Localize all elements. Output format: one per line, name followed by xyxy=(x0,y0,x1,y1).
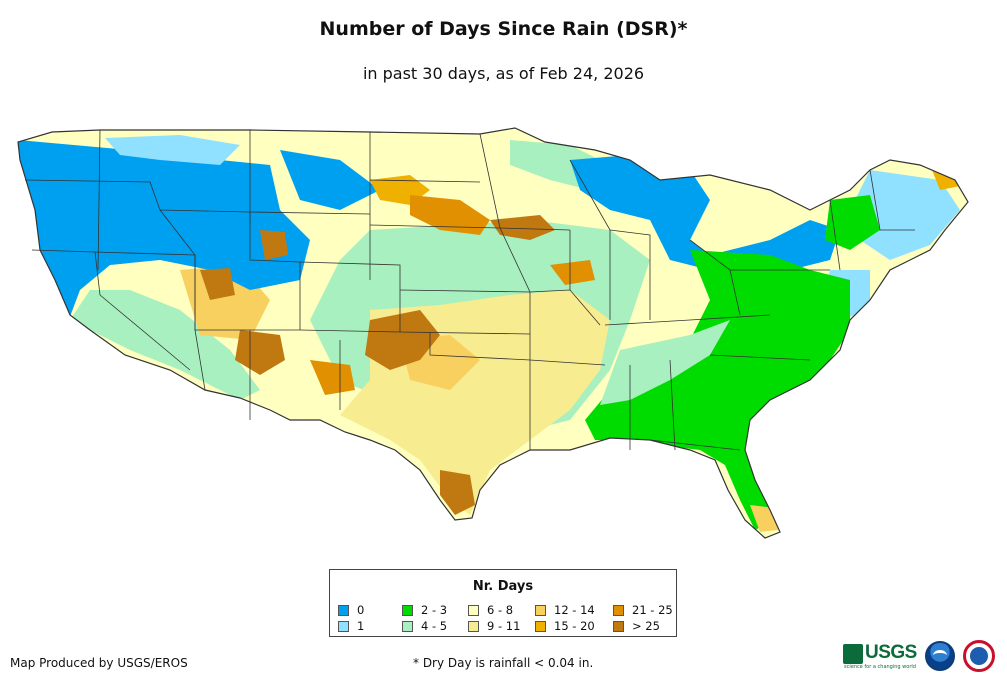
map-title: Number of Days Since Rain (DSR)* xyxy=(319,18,688,40)
legend-item: 1 xyxy=(338,620,364,633)
region-over25-south-texas xyxy=(440,470,475,515)
legend-swatch xyxy=(402,605,413,616)
legend-item: 0 xyxy=(338,604,364,617)
boundary-wy-co xyxy=(249,212,301,330)
state-boundaries xyxy=(24,129,915,451)
legend-item: 9 - 11 xyxy=(468,620,520,633)
legend-swatch xyxy=(535,605,546,616)
legend-label: > 25 xyxy=(632,619,660,633)
legend: Nr. Days 0 1 2 - 3 4 - 5 6 - 8 9 - 11 12 - 14 1… xyxy=(329,569,677,637)
boundary-ut-az-nm xyxy=(195,329,401,333)
boundary-ny-pa xyxy=(829,199,841,271)
us-dsr-map xyxy=(17,127,969,539)
boundary-ca-nv xyxy=(99,294,191,371)
credit-text: Map Produced by USGS/EROS xyxy=(10,656,188,670)
boundary-wa-id xyxy=(97,129,101,271)
legend-swatch xyxy=(338,605,349,616)
legend-label: 9 - 11 xyxy=(487,619,521,633)
nws-inner-icon xyxy=(970,647,988,665)
boundary-in-oh xyxy=(609,229,651,320)
legend-swatch xyxy=(402,621,413,632)
legend-label: 12 - 14 xyxy=(554,603,595,617)
legend-label: 15 - 20 xyxy=(554,619,595,633)
legend-item: 21 - 25 xyxy=(613,604,673,617)
region-over25-new-mexico xyxy=(235,330,285,375)
legend-swatch xyxy=(468,621,479,632)
usgs-logo: USGS science for a changing world xyxy=(843,642,919,672)
region-0-great-lakes xyxy=(570,155,840,270)
region-over25-utah xyxy=(200,268,235,300)
legend-label: 21 - 25 xyxy=(632,603,673,617)
legend-item: 2 - 3 xyxy=(402,604,447,617)
legend-item: 6 - 8 xyxy=(468,604,513,617)
boundary-wv-va xyxy=(729,269,741,316)
legend-label: 4 - 5 xyxy=(421,619,448,633)
boundary-co-ks xyxy=(299,261,401,332)
boundary-new-england xyxy=(869,169,915,231)
region-over25-colorado xyxy=(260,230,288,260)
boundary-al-ga xyxy=(669,359,676,451)
region-over25-arizona xyxy=(165,385,200,410)
legend-label: 2 - 3 xyxy=(421,603,448,617)
boundary-fl xyxy=(649,439,741,451)
legend-item: 15 - 20 xyxy=(535,620,595,633)
region-2-3-southeast xyxy=(585,250,850,530)
noaa-bird-icon xyxy=(933,650,947,661)
region-21-25-south-dakota xyxy=(410,195,490,235)
footnote-text: * Dry Day is rainfall < 0.04 in. xyxy=(413,656,594,670)
boundary-or-nv-id xyxy=(94,251,196,256)
region-1-north xyxy=(105,135,240,165)
boundary-ar-la xyxy=(529,359,606,366)
boundary-sd-ne xyxy=(369,224,501,229)
legend-swatch xyxy=(613,605,624,616)
boundary-nv-ut-az xyxy=(194,255,206,391)
region-2-3-northeast xyxy=(825,195,880,250)
region-0-northwest xyxy=(18,140,310,330)
boundary-ia-mn xyxy=(499,227,571,231)
region-4-5-ohio-valley xyxy=(600,320,730,405)
legend-item: 12 - 14 xyxy=(535,604,595,617)
usgs-tagline: science for a changing world xyxy=(844,664,916,670)
map-subtitle: in past 30 days, as of Feb 24, 2026 xyxy=(362,64,645,83)
legend-label: 6 - 8 xyxy=(487,603,514,617)
legend-item: 4 - 5 xyxy=(402,620,447,633)
boundary-nc-sc xyxy=(709,354,811,361)
legend-swatch xyxy=(338,621,349,632)
legend-item: > 25 xyxy=(613,620,660,633)
legend-label: 0 xyxy=(357,603,365,617)
region-over25-nebraska xyxy=(490,215,555,240)
legend-title: Nr. Days xyxy=(472,579,534,594)
boundary-nd-sd xyxy=(369,179,481,183)
legend-swatch xyxy=(535,621,546,632)
boundary-ne-ks xyxy=(399,289,531,293)
region-over25-oklahoma xyxy=(365,310,440,370)
region-1-new-england xyxy=(850,170,960,260)
legend-swatch xyxy=(613,621,624,632)
us-outline xyxy=(17,127,969,539)
boundary-ks-ok xyxy=(399,331,531,335)
region-21-25-west-texas xyxy=(310,360,355,395)
usgs-mark-icon xyxy=(843,644,863,664)
boundary-mn-ia-mo xyxy=(479,133,531,450)
boundary-ok-tx xyxy=(429,332,531,361)
legend-label: 1 xyxy=(357,619,365,633)
dsr-fill-layer xyxy=(18,128,968,538)
nws-logo-icon xyxy=(963,640,995,672)
boundary-tn-ky xyxy=(604,314,771,326)
boundary-wa-or xyxy=(24,179,151,183)
legend-swatch xyxy=(468,605,479,616)
region-0-montana xyxy=(280,150,380,210)
region-21-25-iowa xyxy=(550,260,595,285)
usgs-wordmark: USGS xyxy=(865,642,917,663)
noaa-logo-icon xyxy=(925,641,955,671)
region-4-5-southwest xyxy=(70,290,260,400)
